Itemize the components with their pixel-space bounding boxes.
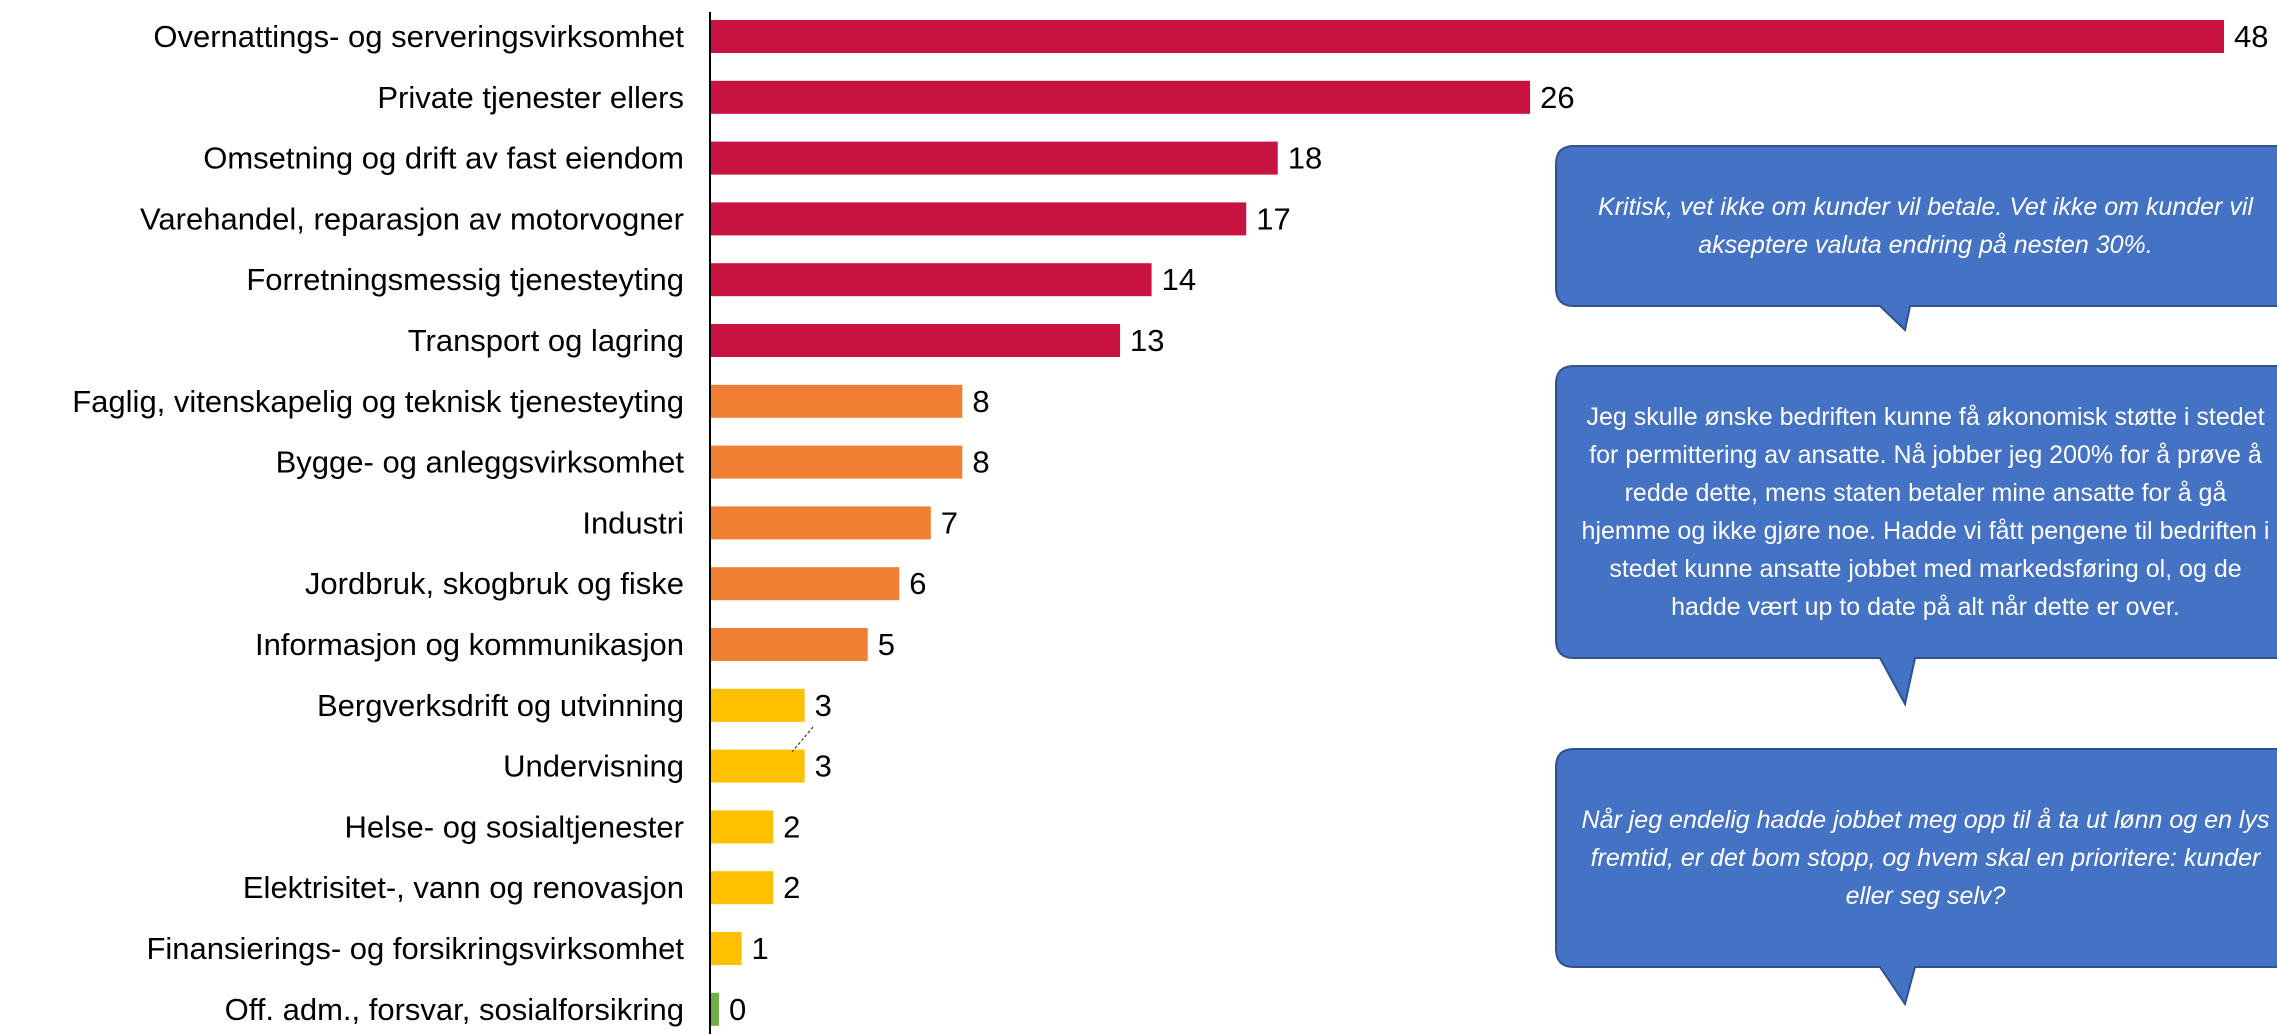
value-label-8: 8 xyxy=(972,445,989,480)
bar-11 xyxy=(710,628,868,661)
value-label-17: 0 xyxy=(729,992,746,1027)
callout-bubble-1 xyxy=(1555,145,2277,332)
bar-8 xyxy=(710,445,963,479)
category-label-10: Jordbruk, skogbruk og fiske xyxy=(305,566,684,601)
value-label-2: 26 xyxy=(1540,80,1574,115)
value-label-6: 13 xyxy=(1130,323,1164,358)
value-label-5: 14 xyxy=(1162,262,1196,297)
bar-2 xyxy=(710,80,1531,114)
category-label-12: Bergverksdrift og utvinning xyxy=(317,688,684,723)
value-label-12: 3 xyxy=(815,688,832,723)
value-label-11: 5 xyxy=(878,627,895,662)
callout-text-2: Jeg skulle ønske bedriften kunne få økon… xyxy=(1581,403,2270,621)
category-label-16: Finansierings- og forsikringsvirksomhet xyxy=(146,931,684,966)
callouts-layer xyxy=(1555,145,2277,1007)
bar-13 xyxy=(710,749,805,783)
bar-17 xyxy=(710,992,719,1026)
callout-bubble-2 xyxy=(1555,365,2277,707)
value-label-15: 2 xyxy=(783,870,800,905)
bar-14 xyxy=(710,810,774,844)
bar-1 xyxy=(710,20,2224,53)
category-label-3: Omsetning og drift av fast eiendom xyxy=(203,141,684,176)
bar-12 xyxy=(710,688,805,722)
labels-layer: Overnattings- og serveringsvirksomhet 48 P… xyxy=(72,19,2268,1027)
bar-6 xyxy=(710,324,1121,357)
value-label-14: 2 xyxy=(783,809,800,844)
callout-bubble-3 xyxy=(1555,748,2277,1007)
category-label-7: Faglig, vitenskapelig og teknisk tjenest… xyxy=(72,384,684,419)
category-label-17: Off. adm., forsvar, sosialforsikring xyxy=(225,992,684,1027)
category-label-8: Bygge- og anleggsvirksomhet xyxy=(276,445,685,480)
category-label-15: Elektrisitet-, vann og renovasjon xyxy=(243,870,684,905)
bar-15 xyxy=(710,871,774,905)
category-label-1: Overnattings- og serveringsvirksomhet xyxy=(153,19,684,54)
category-label-2: Private tjenester ellers xyxy=(377,80,684,115)
value-label-16: 1 xyxy=(752,931,769,966)
category-label-5: Forretningsmessig tjenesteyting xyxy=(246,262,684,297)
category-label-14: Helse- og sosialtjenester xyxy=(345,809,684,844)
bar-7 xyxy=(710,384,963,418)
value-label-9: 7 xyxy=(941,505,958,540)
bar-10 xyxy=(710,567,900,601)
category-label-13: Undervisning xyxy=(503,749,684,784)
bar-9 xyxy=(710,506,931,540)
bars-layer xyxy=(710,20,2224,1026)
bar-5 xyxy=(710,263,1152,297)
value-label-1: 48 xyxy=(2234,19,2268,54)
callout-text-3: Når jeg endelig hadde jobbet meg opp til… xyxy=(1581,806,2270,910)
category-label-6: Transport og lagring xyxy=(408,323,684,358)
category-label-4: Varehandel, reparasjon av motorvogner xyxy=(140,201,684,236)
category-label-11: Informasjon og kommunikasjon xyxy=(255,627,684,662)
value-label-7: 8 xyxy=(972,384,989,419)
bar-3 xyxy=(710,141,1278,175)
value-label-10: 6 xyxy=(909,566,926,601)
bar-4 xyxy=(710,202,1247,236)
leader-line xyxy=(791,726,814,753)
value-label-13: 3 xyxy=(815,749,832,784)
value-label-3: 18 xyxy=(1288,141,1322,176)
callout-text-1: Kritisk, vet ikke om kunder vil betale. … xyxy=(1598,193,2253,259)
category-label-9: Industri xyxy=(582,505,684,540)
bar-16 xyxy=(710,932,742,965)
value-label-4: 17 xyxy=(1256,201,1290,236)
